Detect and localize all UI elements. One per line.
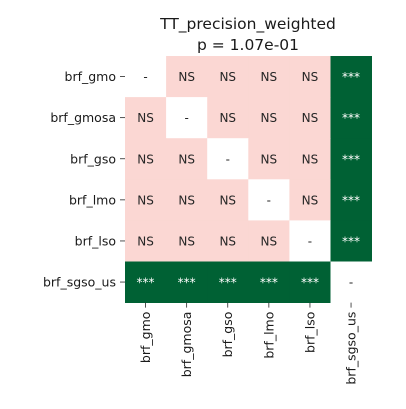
heatmap-cell — [207, 261, 249, 303]
cell-value-label: NS — [219, 193, 236, 207]
row-tick-label: brf_gso — [70, 151, 116, 166]
row-tick-label: brf_sgso_us — [43, 275, 116, 290]
cell-value-label: NS — [137, 234, 154, 248]
chart-title: TT_precision_weighted — [159, 15, 336, 34]
heatmap-cell — [289, 179, 331, 221]
heatmap-cell — [248, 261, 290, 303]
heatmap-cell — [289, 261, 331, 303]
heatmap-cell — [330, 220, 372, 262]
cell-value-label: *** — [342, 70, 360, 84]
heatmap-cell — [330, 97, 372, 139]
heatmap-cell — [166, 138, 208, 180]
heatmap-cell — [289, 138, 331, 180]
heatmap-cell — [166, 56, 208, 98]
row-tick-label: brf_lmo — [69, 192, 116, 207]
cell-value-label: - — [226, 152, 230, 166]
cell-value-label: NS — [261, 111, 278, 125]
heatmap-cell — [166, 97, 208, 139]
cell-value-label: *** — [342, 234, 360, 248]
heatmap-cell — [248, 56, 290, 98]
cell-value-label: NS — [261, 152, 278, 166]
heatmap-cell — [248, 179, 290, 221]
cell-value-label: *** — [342, 152, 360, 166]
cell-value-label: NS — [302, 193, 319, 207]
cell-value-label: NS — [261, 70, 278, 84]
cell-value-label: NS — [178, 152, 195, 166]
cell-value-label: - — [349, 276, 353, 290]
cell-value-label: NS — [137, 111, 154, 125]
column-tick-label: brf_lso — [302, 312, 317, 353]
row-tick-label: brf_lso — [75, 233, 116, 248]
heatmap-cell — [289, 56, 331, 98]
heatmap-cell — [207, 97, 249, 139]
row-tick-label: brf_gmosa — [50, 110, 116, 125]
heatmap-cell — [330, 179, 372, 221]
column-tick-label: brf_lmo — [261, 312, 276, 359]
cell-value-label: *** — [178, 276, 196, 290]
heatmap-cell — [330, 261, 372, 303]
heatmap-cell — [125, 220, 167, 262]
heatmap-cell — [125, 138, 167, 180]
heatmap-cell — [207, 56, 249, 98]
chart-subtitle: p = 1.07e-01 — [197, 36, 299, 54]
cell-value-label: *** — [342, 111, 360, 125]
heatmap-cell — [125, 97, 167, 139]
cell-value-label: NS — [219, 111, 236, 125]
column-tick-label: brf_gmo — [138, 312, 153, 363]
row-tick-label: brf_gmo — [65, 69, 116, 84]
heatmap-cell — [166, 179, 208, 221]
cell-value-label: NS — [302, 70, 319, 84]
heatmap-cell — [125, 261, 167, 303]
row-tick-labels: brf_gmo brf_gmosa brf_gso brf_lmo brf_lsobrf… — [43, 69, 125, 290]
heatmap-cell — [289, 97, 331, 139]
cell-value-label: NS — [178, 193, 195, 207]
heatmap-cell — [166, 261, 208, 303]
heatmap-cell — [125, 179, 167, 221]
cell-value-label: NS — [178, 234, 195, 248]
heatmap-cell — [125, 56, 167, 98]
heatmap-cells: - NS NS NS NS *** NS - NS NS NS *** NS NS - NS NS *** NS NS… — [125, 56, 372, 303]
heatmap-cell — [207, 220, 249, 262]
cell-value-label: - — [308, 234, 312, 248]
cell-value-label: *** — [219, 276, 237, 290]
cell-value-label: *** — [260, 276, 278, 290]
cell-value-label: NS — [219, 70, 236, 84]
column-tick-label: brf_sgso_us — [344, 312, 359, 385]
cell-value-label: NS — [137, 193, 154, 207]
cell-value-label: - — [184, 111, 188, 125]
heatmap-cell — [207, 179, 249, 221]
cell-value-label: - — [267, 193, 271, 207]
cell-value-label: NS — [302, 111, 319, 125]
column-tick-label: brf_gso — [220, 312, 235, 358]
column-tick-label: brf_gmosa — [179, 312, 194, 378]
cell-value-label: *** — [137, 276, 155, 290]
heatmap-cell — [330, 138, 372, 180]
heatmap-cell — [330, 56, 372, 98]
cell-value-label: NS — [219, 234, 236, 248]
heatmap-cell — [248, 220, 290, 262]
heatmap-cell — [166, 220, 208, 262]
heatmap-cell — [289, 220, 331, 262]
heatmap-cell — [248, 97, 290, 139]
cell-value-label: *** — [342, 193, 360, 207]
cell-value-label: NS — [302, 152, 319, 166]
column-tick-labels: brf_gmo brf_gmosa brf_gso brf_lmo brf_lso brf… — [138, 302, 359, 385]
heatmap-cell — [207, 138, 249, 180]
cell-value-label: NS — [178, 70, 195, 84]
heatmap-cell — [248, 138, 290, 180]
cell-value-label: NS — [261, 234, 278, 248]
cell-value-label: NS — [137, 152, 154, 166]
cell-value-label: - — [143, 70, 147, 84]
cell-value-label: *** — [301, 276, 319, 290]
